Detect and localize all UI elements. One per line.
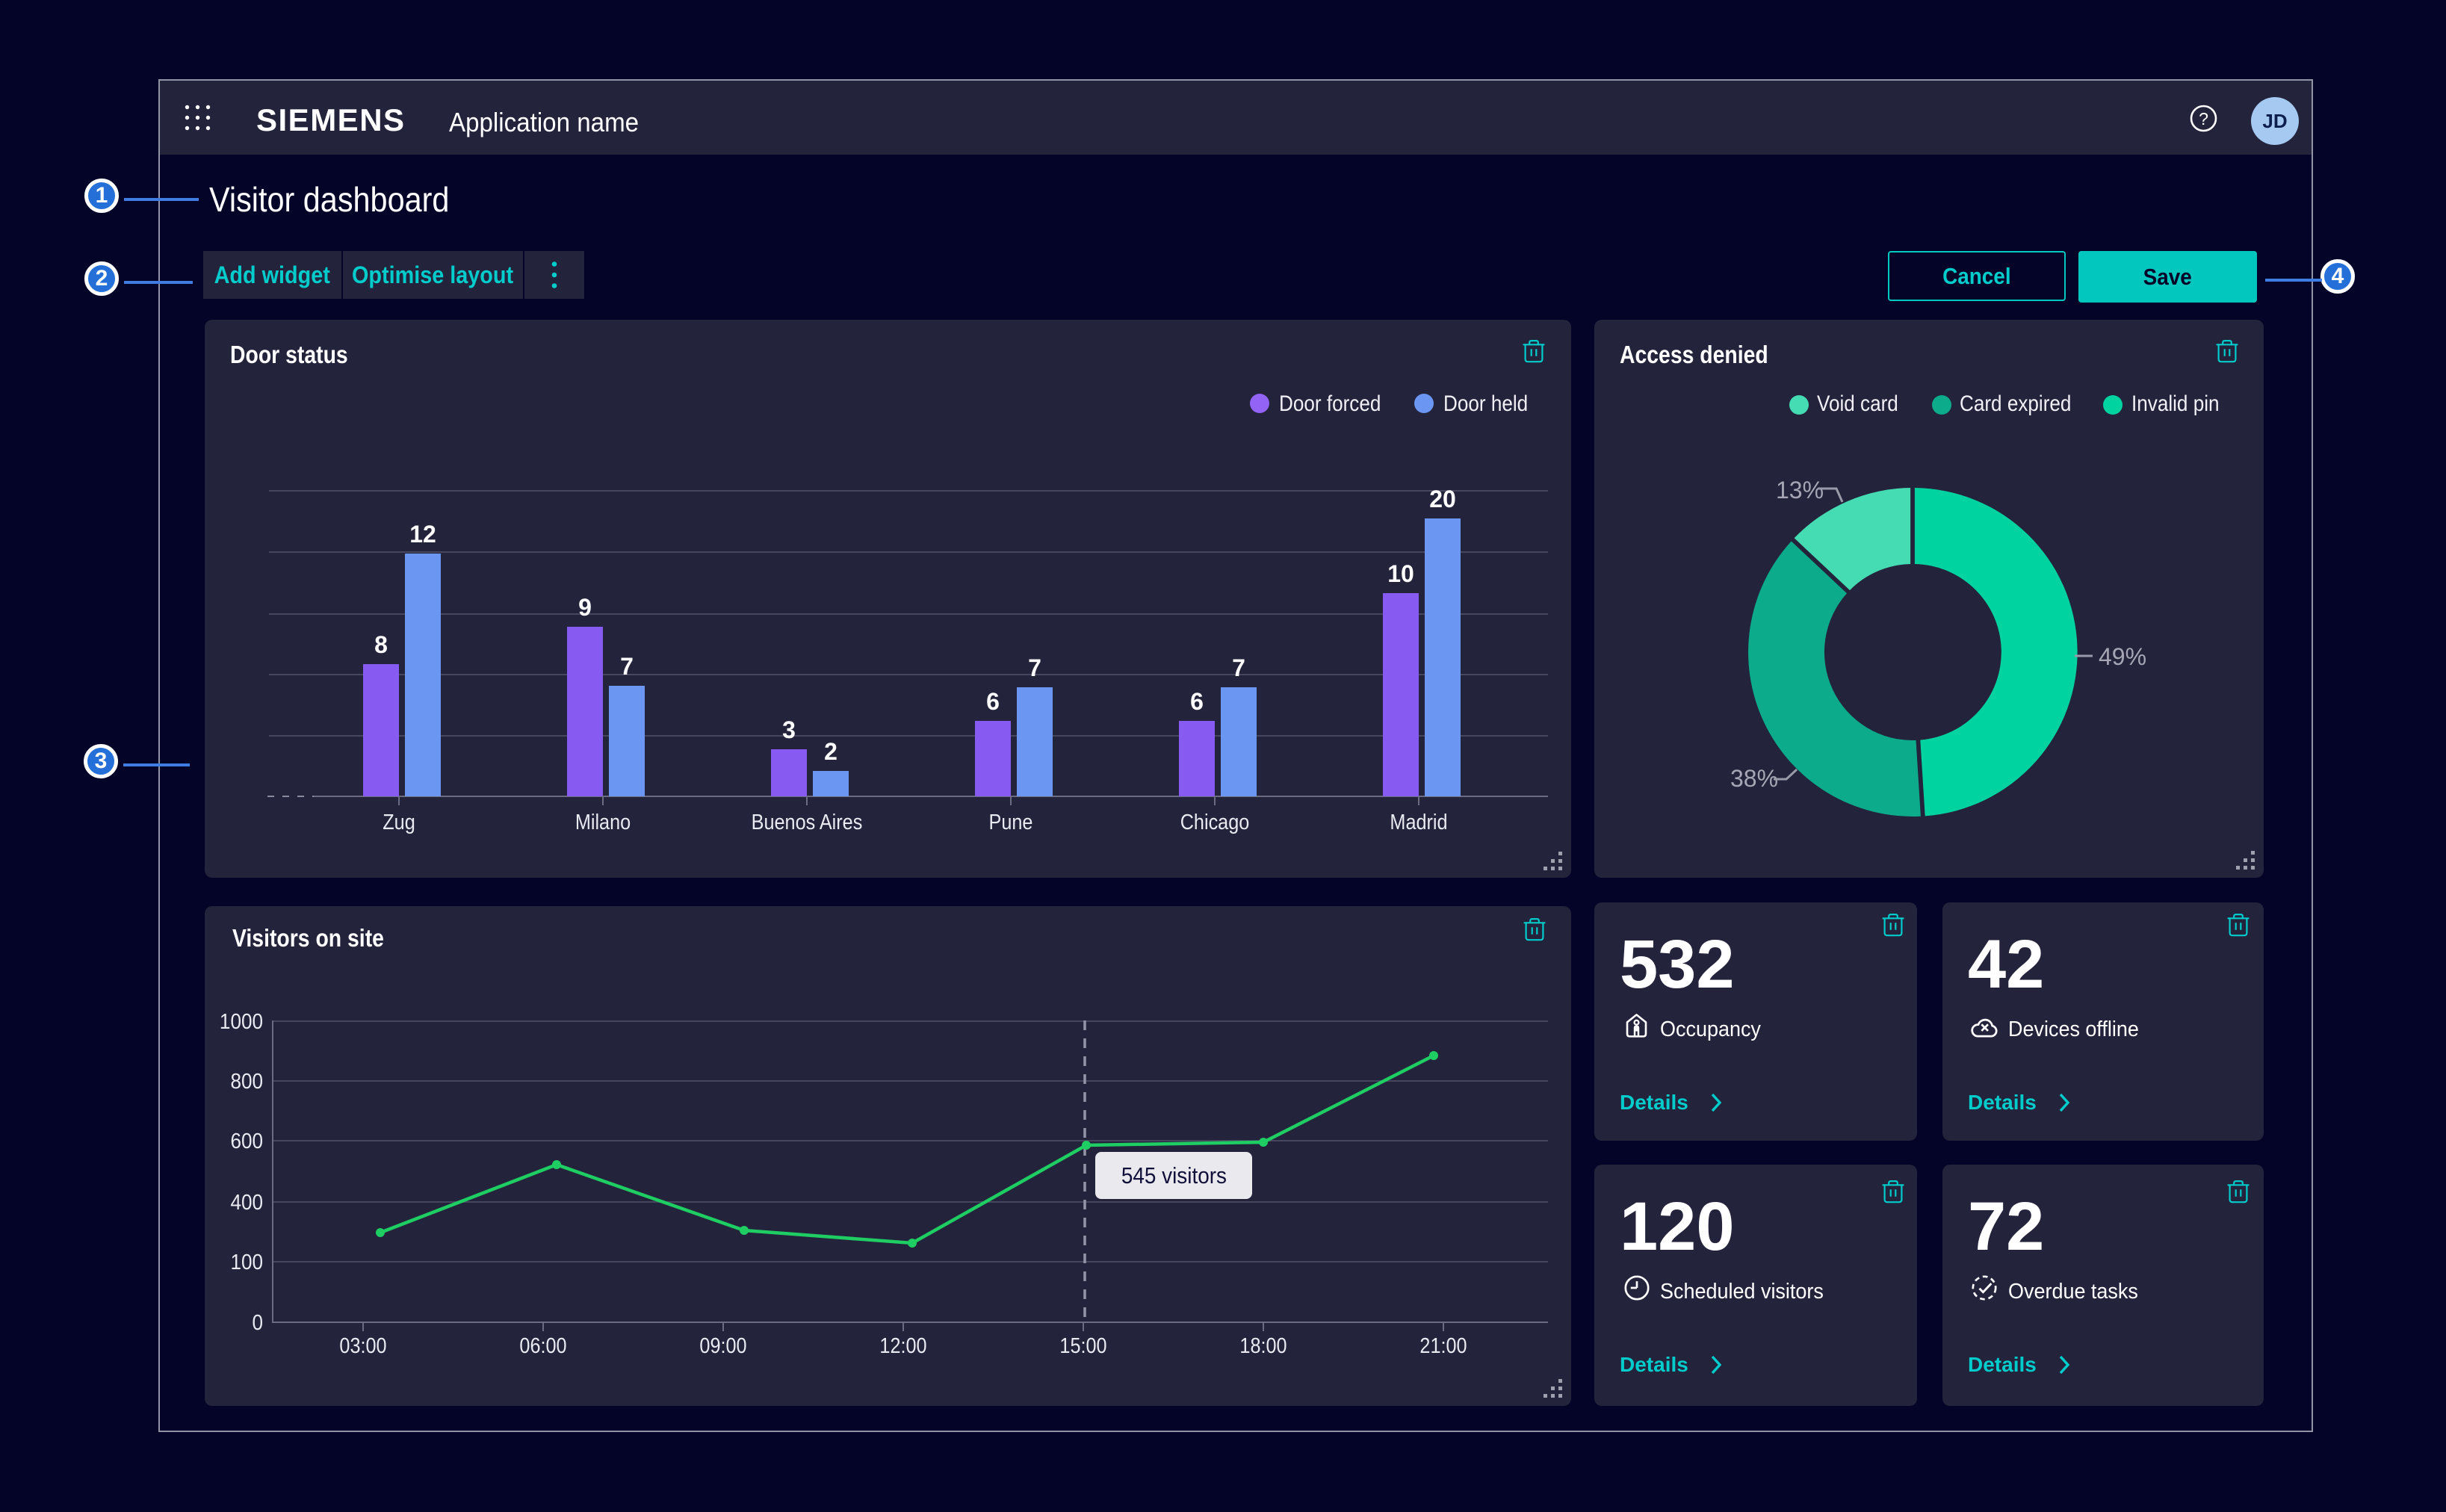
svg-text:?: ? <box>2199 109 2208 128</box>
